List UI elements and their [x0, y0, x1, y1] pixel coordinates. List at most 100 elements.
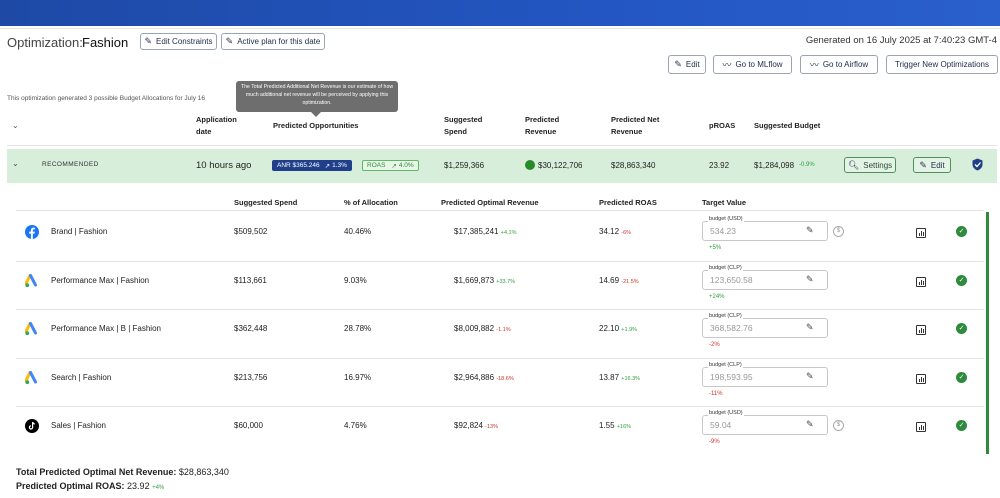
predicted-roas-value: 14.69	[599, 275, 620, 285]
check-circle-icon[interactable]: ✓	[956, 371, 967, 383]
total-net-revenue: Total Predicted Optimal Net Revenue: $28…	[16, 467, 229, 477]
facebook-icon	[25, 225, 39, 239]
check-circle-icon[interactable]: ✓	[956, 420, 967, 432]
edit-constraints-button[interactable]: ✎ Edit Constraints	[140, 33, 217, 50]
allocation-percent: 16.97%	[344, 372, 372, 382]
target-value: 534.23	[710, 226, 736, 236]
suggested-spend: $509,502	[234, 227, 268, 236]
anr-change: 1.3%	[332, 162, 347, 169]
divider	[7, 145, 997, 146]
settings-button[interactable]: 🔍︎ Settings	[844, 157, 896, 173]
anr-value: ANR $365.246	[277, 162, 320, 169]
shield-check-icon[interactable]	[972, 158, 983, 171]
optimal-revenue-value: $92,824	[454, 421, 483, 431]
optimal-revenue: $17,385,241 +4.1%	[454, 227, 516, 236]
tiktok-icon	[25, 419, 39, 434]
divider	[16, 357, 984, 359]
pencil-icon: ✎	[225, 36, 234, 46]
bar-chart-icon[interactable]	[916, 325, 926, 336]
pencil-icon[interactable]: ✎	[806, 322, 814, 333]
optimal-revenue-value: $8,009,882	[454, 324, 495, 334]
suggested-spend: $113,661	[234, 275, 267, 285]
bar-chart-icon[interactable]	[916, 228, 926, 238]
suggested-spend-value: $1,259,366	[444, 161, 485, 170]
google-ads-icon	[24, 273, 39, 288]
generated-timestamp: Generated on 16 July 2025 at 7:40:23 GMT…	[805, 35, 997, 46]
divider	[16, 210, 984, 211]
target-value-label: budget (CLP)	[708, 313, 743, 320]
edit-constraints-label: Edit Constraints	[156, 37, 213, 46]
predicted-roas: 13.87 +16.3%	[599, 373, 640, 382]
airflow-button[interactable]: 〰 Go to Airflow	[800, 55, 878, 74]
optimal-roas-label: Predicted Optimal ROAS:	[16, 481, 125, 491]
col-predicted-opportunities: Predicted Opportunities	[273, 121, 359, 130]
optimal-roas-value: 23.92	[127, 481, 150, 491]
suggested-budget-value: $1,284,098	[754, 161, 795, 170]
optimal-revenue-change: -18.6%	[496, 375, 514, 382]
sub-col-target: Target Value	[702, 198, 747, 207]
trend-up-icon: ↗	[391, 162, 397, 170]
optimal-revenue: $2,964,886 -18.6%	[454, 373, 514, 382]
suggested-spend: $362,448	[234, 324, 268, 334]
predicted-roas: 22.10 +1.9%	[599, 324, 637, 333]
predicted-roas: 14.69 -21.5%	[599, 276, 639, 285]
predicted-roas-value: 13.87	[599, 372, 620, 382]
col-proas: pROAS	[709, 121, 736, 130]
application-date-value: 10 hours ago	[196, 160, 252, 171]
target-value-label: budget (USD)	[708, 216, 744, 222]
row-edit-button[interactable]: ✎ Edit	[913, 157, 951, 173]
allocation-percent: 4.76%	[344, 421, 367, 431]
bar-chart-icon[interactable]	[916, 276, 926, 287]
currency-dollar-icon[interactable]: $	[833, 226, 844, 237]
pencil-icon[interactable]: ✎	[806, 370, 814, 381]
pencil-icon[interactable]: ✎	[806, 419, 814, 430]
target-value-label: budget (CLP)	[708, 264, 743, 271]
optimal-revenue-change: +33.7%	[496, 278, 516, 285]
mlflow-button[interactable]: 〰 Go to MLflow	[713, 55, 792, 74]
check-circle-icon[interactable]: ✓	[956, 323, 967, 335]
target-value-input[interactable]: 534.23 ✎	[702, 221, 828, 241]
bar-chart-icon[interactable]	[916, 422, 926, 433]
edit-button[interactable]: ✎ Edit	[668, 55, 706, 74]
pencil-icon[interactable]: ✎	[806, 225, 814, 235]
check-circle-icon[interactable]: ✓	[956, 274, 967, 286]
roas-label: ROAS	[367, 162, 386, 169]
currency-dollar-icon[interactable]: $	[833, 420, 844, 432]
target-value-input[interactable]: 123,650.58 ✎	[702, 269, 828, 290]
predicted-roas-value: 34.12	[599, 227, 620, 236]
pencil-icon[interactable]: ✎	[806, 273, 814, 284]
target-value-input[interactable]: 198,593.95 ✎	[702, 366, 828, 387]
bar-chart-icon[interactable]	[916, 373, 926, 384]
predicted-roas-change: +1.9%	[621, 327, 638, 334]
info-text: This optimization generated 3 possible B…	[7, 95, 206, 102]
anr-badge: ANR $365.246 ↗ 1.3%	[272, 160, 352, 171]
check-circle-icon[interactable]: ✓	[956, 226, 967, 237]
pencil-icon: ✎	[674, 59, 682, 69]
search-icon: 🔍︎	[847, 159, 860, 170]
target-value-change: +24%	[709, 293, 725, 300]
target-value-input[interactable]: 59.04 ✎	[702, 415, 828, 436]
optimal-revenue: $1,669,873 +33.7%	[454, 276, 515, 285]
divider	[16, 309, 984, 311]
allocation-percent: 40.46%	[344, 227, 372, 236]
col-suggested-budget: Suggested Budget	[754, 121, 821, 130]
target-value-change: -2%	[709, 342, 720, 349]
active-plan-button[interactable]: ✎ Active plan for this date	[221, 33, 325, 50]
budget-change: -0.9%	[799, 162, 815, 168]
recommended-label: RECOMMENDED	[42, 161, 99, 168]
top-nav-bar	[0, 0, 1000, 26]
predicted-roas-value: 1.55	[599, 421, 615, 431]
sub-col-suggested-spend: Suggested Spend	[234, 198, 298, 207]
target-value-label: budget (USD)	[708, 410, 744, 417]
optimal-revenue: $8,009,882 -1.1%	[454, 324, 511, 333]
target-value-input[interactable]: 368,582.76 ✎	[702, 318, 828, 339]
recommended-row[interactable]	[7, 149, 997, 183]
trigger-optimizations-button[interactable]: Trigger New Optimizations	[886, 55, 998, 74]
optimal-revenue-change: -1.1%	[496, 327, 511, 334]
channel-name: Performance Max | Fashion	[51, 275, 150, 285]
predicted-roas: 34.12 -6%	[599, 227, 631, 236]
trend-icon: 〰	[722, 60, 732, 70]
collapse-all-chevron-icon[interactable]: ⌄	[12, 121, 19, 130]
allocation-percent: 28.78%	[344, 324, 372, 334]
expand-chevron-icon[interactable]: ⌄	[12, 159, 19, 168]
